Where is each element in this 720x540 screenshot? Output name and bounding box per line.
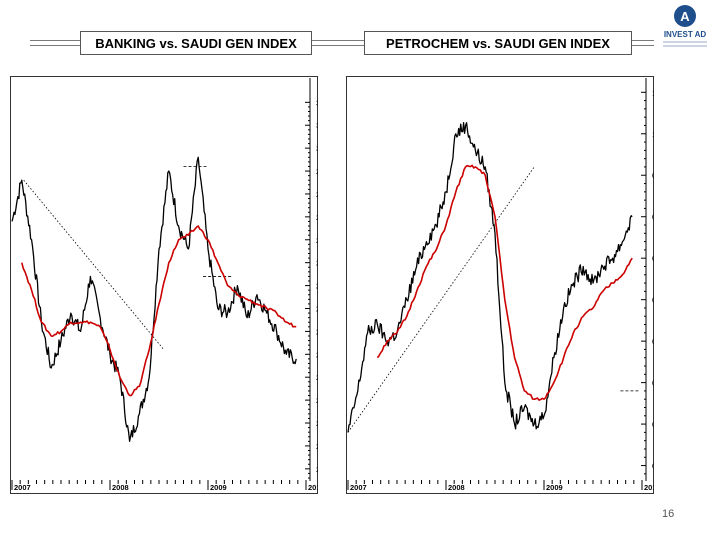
x-tick-label: 2009: [546, 483, 563, 492]
y-tick-label: 0.70: [652, 379, 654, 388]
header-rule-left-1: [30, 40, 80, 41]
y-tick-label: 3.00: [316, 144, 318, 153]
y-tick-label: 2.70: [316, 282, 318, 291]
y-tick-label: 0.85: [652, 254, 654, 263]
y-tick-label: 2.45: [316, 396, 318, 405]
x-tick-label: 2010: [308, 483, 318, 492]
y-tick-label: 2.35: [316, 442, 318, 451]
y-tick-label: 1.05: [652, 88, 654, 97]
logo-text: INVEST AD: [664, 30, 707, 39]
y-tick-label: 2.60: [316, 327, 318, 336]
moving-average-line: [376, 164, 633, 401]
x-tick-label: 2007: [350, 483, 367, 492]
petrochem-chart: 1.05 1.00 0.95 0.90 0.85 0.80 0.75 0.70 0.65 0.60…: [346, 76, 654, 494]
y-tick-label: 0.95: [652, 171, 654, 180]
y-tick-label: 0.60: [652, 462, 654, 471]
x-tick-label: 2010: [644, 483, 654, 492]
header-rule-left-2: [30, 45, 80, 46]
banking-chart: 3.10 3.05 3.00 2.95 2.90 2.85 2.80 2.75 2.70 2.65…: [10, 76, 318, 494]
svg-text:A: A: [680, 9, 690, 24]
y-tick-label: 0.90: [652, 213, 654, 222]
header-rule-middle-1: [312, 40, 364, 41]
header-rule-right-2: [632, 45, 654, 46]
chart-frame: [346, 76, 654, 494]
y-tick-label: 2.75: [316, 259, 318, 268]
y-tick-label: 0.65: [652, 420, 654, 429]
y-tick-label: 2.40: [316, 419, 318, 428]
moving-average-line: [21, 225, 297, 397]
y-tick-label: 2.85: [316, 213, 318, 222]
y-tick-label: 2.95: [316, 167, 318, 176]
invest-ad-logo: A INVEST AD: [663, 5, 707, 47]
x-tick-label: 2008: [448, 483, 465, 492]
y-tick-label: 3.05: [316, 121, 318, 130]
y-tick-label: 2.30: [316, 465, 318, 474]
y-tick-label: 2.80: [316, 236, 318, 245]
y-tick-label: 1.00: [652, 130, 654, 139]
header-rule-middle-2: [312, 45, 364, 46]
uptrend-line: [347, 166, 535, 433]
x-tick-label: 2009: [210, 483, 227, 492]
chart2-title: PETROCHEM vs. SAUDI GEN INDEX: [364, 31, 632, 55]
price-series-line: [11, 156, 297, 442]
trend-guides: [23, 166, 233, 350]
page-number: 16: [662, 508, 675, 520]
x-tick-label: 2007: [14, 483, 31, 492]
y-tick-label: 0.80: [652, 296, 654, 305]
y-tick-label: 3.10: [316, 98, 318, 107]
downtrend-line: [23, 179, 165, 350]
x-tick-label: 2008: [112, 483, 129, 492]
y-tick-label: 2.65: [316, 304, 318, 313]
trend-guides: [347, 166, 641, 433]
y-tick-label: 2.55: [316, 350, 318, 359]
price-series-line: [347, 122, 633, 433]
y-tick-label: 0.75: [652, 337, 654, 346]
header-rule-right-1: [632, 40, 654, 41]
y-tick-label: 2.90: [316, 190, 318, 199]
chart1-title: BANKING vs. SAUDI GEN INDEX: [80, 31, 312, 55]
y-tick-label: 2.50: [316, 373, 318, 382]
